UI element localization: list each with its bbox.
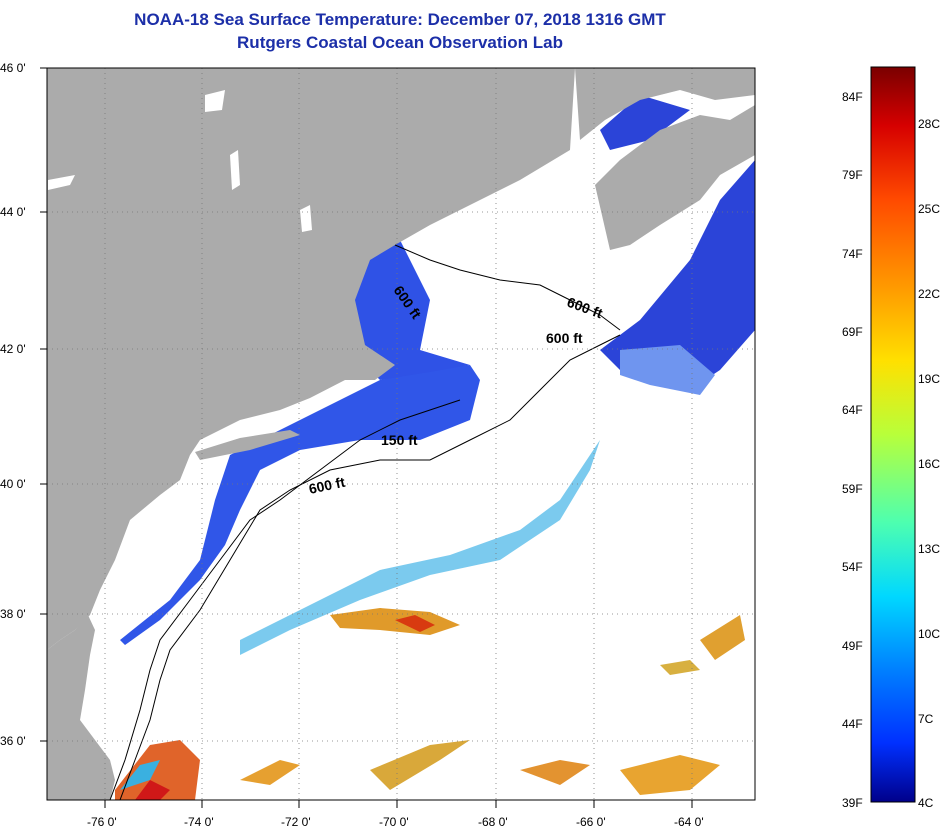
legend-c-19: 19C <box>918 372 941 386</box>
lon-label-64: -64 0' <box>674 815 704 829</box>
legend-f-44: 44F <box>842 717 863 731</box>
legend-f-64: 64F <box>842 403 863 417</box>
ticks <box>40 67 693 808</box>
legend-f-84: 84F <box>842 90 863 104</box>
legend-c-4: 4C <box>918 796 934 810</box>
legend-f-79: 79F <box>842 168 863 182</box>
legend-c-7: 7C <box>918 712 934 726</box>
legend-c-22: 22C <box>918 287 941 301</box>
legend-c-25: 25C <box>918 202 941 216</box>
sst-map: 600 ft 600 ft 600 ft 150 ft 600 ft 46 0'… <box>0 61 756 829</box>
lon-label-74: -74 0' <box>184 815 214 829</box>
legend-f-49: 49F <box>842 639 863 653</box>
lat-label-38: 38 0' <box>0 607 26 621</box>
legend-f-54: 54F <box>842 560 863 574</box>
lon-label-68: -68 0' <box>478 815 508 829</box>
lat-label-40: 40 0' <box>0 477 26 491</box>
legend-c-13: 13C <box>918 542 941 556</box>
title-line-2: Rutgers Coastal Ocean Observation Lab <box>237 33 563 52</box>
lat-label-42: 42 0' <box>0 342 26 356</box>
land <box>47 68 755 800</box>
lon-label-76: -76 0' <box>87 815 117 829</box>
contour-label-3: 600 ft <box>546 330 583 346</box>
lon-label-72: -72 0' <box>281 815 311 829</box>
legend-c-16: 16C <box>918 457 941 471</box>
colorbar <box>870 66 916 803</box>
legend-c-28: 28C <box>918 117 941 131</box>
lat-label-44: 44 0' <box>0 205 26 219</box>
graticule <box>47 68 755 800</box>
legend-c-10: 10C <box>918 627 941 641</box>
contour-label-5: 600 ft <box>307 474 346 497</box>
lon-label-70: -70 0' <box>379 815 409 829</box>
isobaths <box>109 244 621 800</box>
legend-f-74: 74F <box>842 247 863 261</box>
map-frame <box>46 67 756 801</box>
color-legend: 84F 79F 74F 69F 64F 59F 54F 49F 44F 39F … <box>830 62 944 822</box>
legend-f-59: 59F <box>842 482 863 496</box>
legend-f-69: 69F <box>842 325 863 339</box>
lakes <box>48 90 312 232</box>
legend-f-39: 39F <box>842 796 863 810</box>
contour-label-4: 150 ft <box>381 432 418 448</box>
title-line-1: NOAA-18 Sea Surface Temperature: Decembe… <box>134 10 666 29</box>
colorbar-gradient <box>870 66 916 803</box>
lat-label-36: 36 0' <box>0 734 26 748</box>
lon-label-66: -66 0' <box>576 815 606 829</box>
lat-label-46: 46 0' <box>0 61 26 75</box>
